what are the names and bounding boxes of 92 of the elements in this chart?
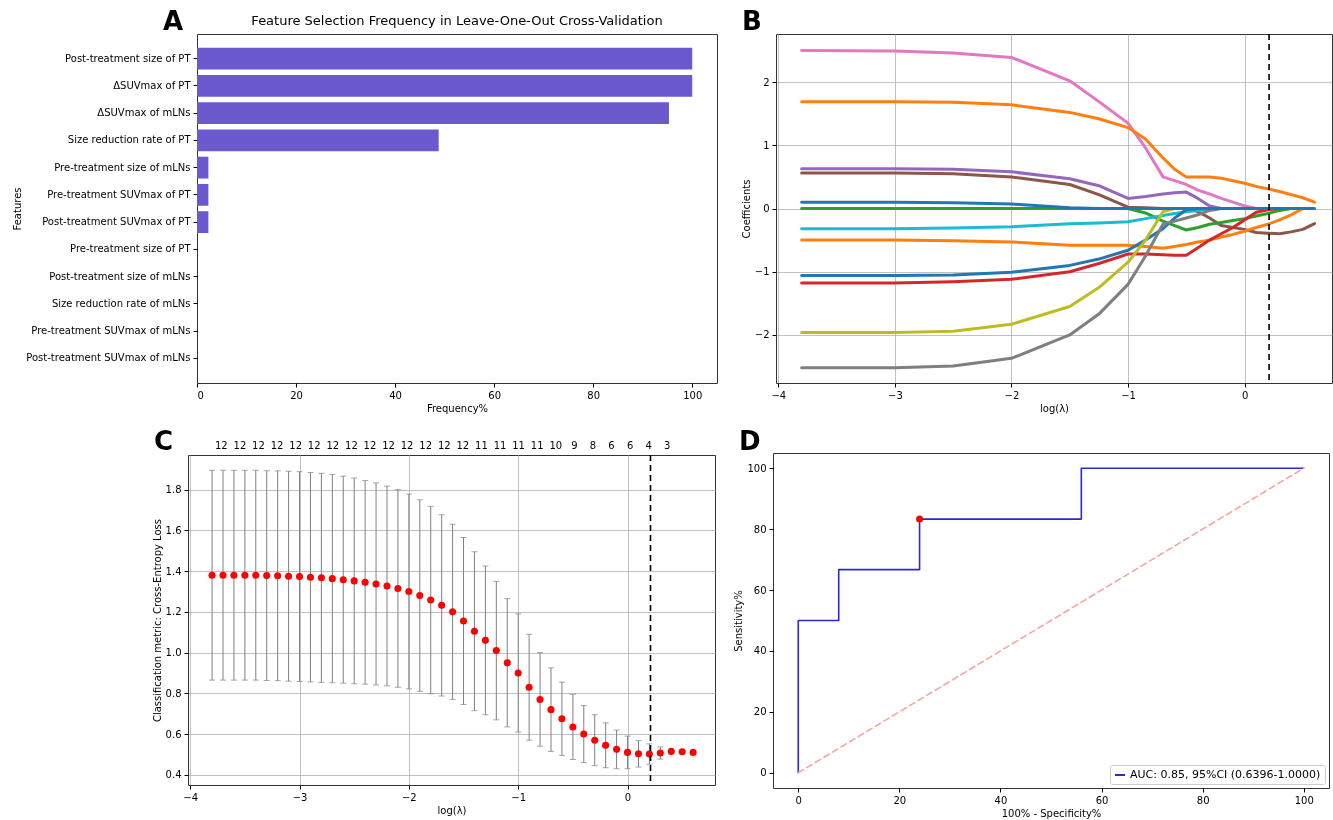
x-axis-title: log(λ) bbox=[437, 804, 467, 816]
x-tick-label: 100 bbox=[683, 389, 703, 401]
y-tick-label: Pre-treatment size of mLNs bbox=[54, 161, 191, 173]
y-tick-label: 0.8 bbox=[165, 687, 182, 699]
x-axis-title: log(λ) bbox=[1040, 402, 1070, 414]
text: 6 bbox=[608, 440, 615, 451]
text: 3 bbox=[664, 440, 671, 451]
x-tick-label: −1 bbox=[511, 791, 527, 803]
x-tick-label: −2 bbox=[401, 791, 417, 803]
text: 11 bbox=[493, 440, 507, 451]
text: 12 bbox=[270, 440, 284, 451]
text: 12 bbox=[289, 440, 303, 451]
y-tick-label: 0.4 bbox=[165, 769, 182, 781]
y-tick-label: Pre-treatment size of PT bbox=[70, 243, 192, 255]
x-tick-label: 60 bbox=[1095, 794, 1109, 806]
text: 11 bbox=[512, 440, 525, 451]
y-tick-label: 0.6 bbox=[165, 728, 182, 740]
y-tick-label: ΔSUVmax of mLNs bbox=[97, 107, 191, 119]
x-tick-label: 0 bbox=[795, 794, 802, 806]
text: 12 bbox=[382, 440, 395, 451]
y-tick-label: Pre-treatment SUVmax of mLNs bbox=[31, 325, 191, 337]
x-axis-title: 100% - Specificity% bbox=[1001, 807, 1102, 819]
x-tick-label: 40 bbox=[994, 794, 1008, 806]
x-tick-label: −3 bbox=[292, 791, 308, 803]
text: B bbox=[742, 6, 762, 36]
text: C bbox=[154, 426, 174, 456]
text: 12 bbox=[326, 440, 340, 451]
x-tick-label: 60 bbox=[488, 389, 502, 401]
y-tick-label: 1.6 bbox=[165, 524, 182, 536]
text: 11 bbox=[475, 440, 488, 451]
x-tick-label: 0 bbox=[624, 791, 632, 803]
y-tick-label: 1.0 bbox=[165, 647, 182, 659]
y-tick-label: 80 bbox=[753, 523, 767, 535]
x-tick-label: −4 bbox=[183, 791, 199, 803]
text: 8 bbox=[589, 440, 597, 451]
text: 12 bbox=[307, 440, 321, 451]
y-tick-label: 1 bbox=[763, 139, 770, 151]
x-tick-label: −2 bbox=[1004, 389, 1020, 401]
text: 12 bbox=[400, 440, 414, 451]
x-tick-label: 80 bbox=[1196, 794, 1210, 806]
y-tick-label: Post-treatment SUVmax of mLNs bbox=[26, 352, 191, 364]
y-tick-label: 1.4 bbox=[165, 565, 182, 577]
x-tick-label: 0 bbox=[197, 389, 204, 401]
x-tick-label: 20 bbox=[893, 794, 907, 806]
text: 12 bbox=[419, 440, 433, 451]
x-tick-label: 100 bbox=[1294, 794, 1314, 806]
y-tick-label: 1.8 bbox=[165, 484, 182, 496]
x-axis-title: Frequency% bbox=[426, 402, 489, 414]
text: 12 bbox=[345, 440, 358, 451]
y-tick-label: Post-treatment size of PT bbox=[65, 52, 192, 64]
y-tick-label: 2 bbox=[763, 76, 770, 88]
text: D bbox=[739, 426, 761, 456]
text: 6 bbox=[626, 440, 634, 451]
legend-label: AUC: 0.85, 95%CI (0.6396-1.0000) bbox=[1130, 768, 1321, 781]
chart-title: Feature Selection Frequency in Leave-One-Out Cross-Validation bbox=[251, 13, 663, 28]
x-tick-label: −1 bbox=[1121, 389, 1136, 401]
text: 12 bbox=[252, 440, 265, 451]
text: 12 bbox=[233, 440, 247, 451]
x-tick-label: 40 bbox=[389, 389, 402, 401]
y-tick-label: 20 bbox=[753, 706, 767, 718]
text: 12 bbox=[437, 440, 451, 451]
y-tick-label: −1 bbox=[754, 266, 770, 278]
y-tick-label: Post-treatment size of mLNs bbox=[49, 270, 191, 282]
text: 12 bbox=[456, 440, 470, 451]
y-axis-title: Features bbox=[12, 187, 24, 231]
x-tick-label: −3 bbox=[888, 389, 903, 401]
text: 4 bbox=[645, 440, 652, 451]
x-tick-label: 20 bbox=[290, 389, 303, 401]
text: 11 bbox=[530, 440, 544, 451]
y-tick-label: 60 bbox=[753, 584, 767, 596]
y-tick-label: Pre-treatment SUVmax of PT bbox=[47, 188, 192, 200]
y-axis-title: Sensitivity% bbox=[733, 590, 745, 652]
y-axis-title: Classification metric: Cross-Entropy Loss bbox=[151, 518, 163, 723]
y-tick-label: Post-treatment SUVmax of PT bbox=[42, 216, 192, 228]
y-axis-title: Coefficients bbox=[740, 179, 752, 239]
y-tick-label: 100 bbox=[747, 462, 767, 474]
text: 12 bbox=[363, 440, 377, 451]
x-tick-label: −4 bbox=[771, 389, 787, 401]
x-tick-label: 80 bbox=[587, 389, 601, 401]
text: 9 bbox=[571, 440, 578, 451]
y-tick-label: ΔSUVmax of PT bbox=[113, 79, 192, 91]
y-tick-label: Size reduction rate of PT bbox=[67, 134, 192, 146]
x-tick-label: 0 bbox=[1241, 389, 1249, 401]
y-tick-label: 40 bbox=[753, 645, 767, 657]
y-tick-label: 1.2 bbox=[165, 606, 182, 618]
y-tick-label: −2 bbox=[754, 329, 770, 341]
y-tick-label: Size reduction rate of mLNs bbox=[51, 297, 191, 309]
y-tick-label: 0 bbox=[763, 203, 770, 214]
text: 10 bbox=[549, 440, 563, 451]
text: A bbox=[163, 6, 184, 36]
y-tick-label: 0 bbox=[760, 767, 767, 779]
text: 12 bbox=[214, 440, 228, 451]
